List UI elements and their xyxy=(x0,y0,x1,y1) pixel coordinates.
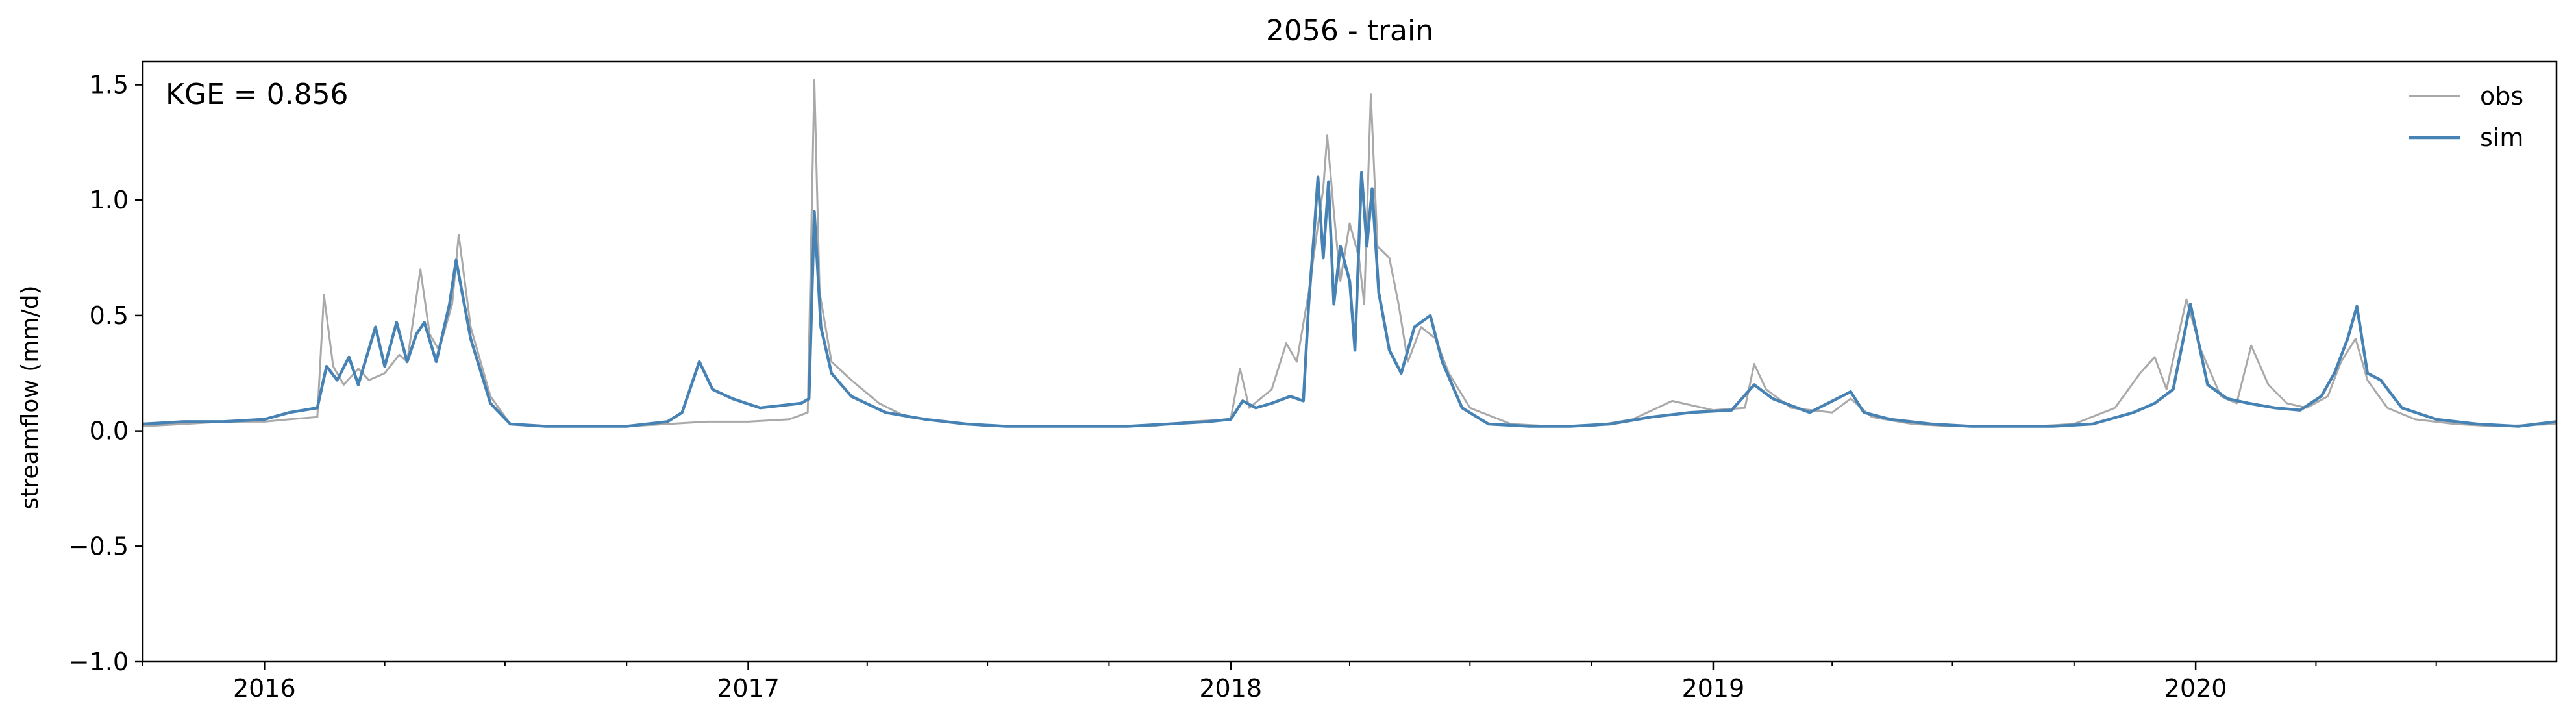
x-tick-label: 2016 xyxy=(233,674,296,703)
chart-title: 2056 - train xyxy=(1266,14,1433,47)
legend-label-obs: obs xyxy=(2480,82,2523,110)
y-tick-label: −0.5 xyxy=(69,532,129,560)
y-tick-label: 0.5 xyxy=(90,301,129,330)
y-tick-label: 0.0 xyxy=(90,417,129,445)
x-axis: 2016 2017 2018 2019 2020 xyxy=(142,662,2437,703)
x-tick-label: 2020 xyxy=(2164,674,2227,703)
y-tick-label: −1.0 xyxy=(69,647,129,676)
y-axis: −1.0 −0.5 0.0 0.5 1.0 1.5 xyxy=(69,71,143,676)
legend: obs sim xyxy=(2409,82,2523,152)
series-layer xyxy=(143,79,2557,428)
x-tick-label: 2019 xyxy=(1682,674,1745,703)
y-axis-label: streamflow (mm/d) xyxy=(17,286,43,510)
legend-label-sim: sim xyxy=(2480,123,2523,152)
y-tick-label: 1.5 xyxy=(90,71,129,99)
series-line-sim xyxy=(143,171,2557,428)
x-tick-label: 2017 xyxy=(717,674,780,703)
kge-annotation: KGE = 0.856 xyxy=(166,78,349,111)
y-tick-label: 1.0 xyxy=(90,186,129,214)
x-tick-label: 2018 xyxy=(1199,674,1262,703)
